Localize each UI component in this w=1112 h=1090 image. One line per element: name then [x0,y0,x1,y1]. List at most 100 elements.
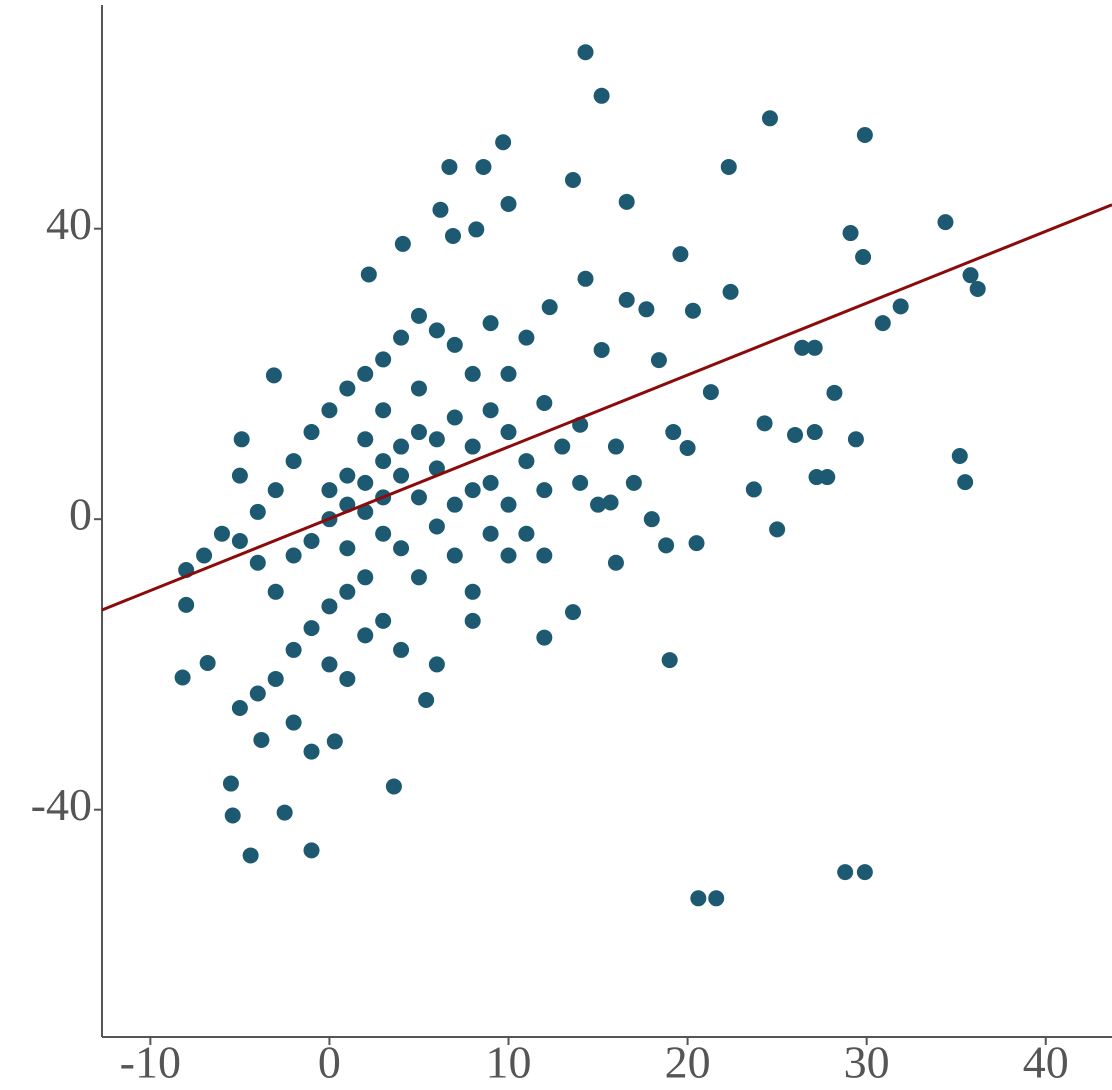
point [874,315,891,332]
x-tick-label: 0 [318,1037,341,1088]
point [410,307,427,324]
point [339,583,356,600]
point [357,627,374,644]
point [475,158,492,175]
point [937,214,954,231]
point [321,482,338,499]
point [482,525,499,542]
point [428,431,445,448]
point [794,339,811,356]
point [536,547,553,564]
point [708,890,725,907]
point [375,525,392,542]
point [464,482,481,499]
point [410,424,427,441]
point [690,890,707,907]
point [500,424,517,441]
point [577,270,594,287]
point [957,474,974,491]
point [375,453,392,470]
point [428,518,445,535]
point [722,283,739,300]
point [564,172,581,189]
point [385,778,402,795]
point [303,743,320,760]
y-tick-label: 40 [46,198,92,249]
point [441,158,458,175]
point [500,496,517,513]
point [393,467,410,484]
y-tick-label: 0 [69,489,92,540]
point [969,280,986,297]
point [842,225,859,242]
point [951,448,968,465]
point [607,554,624,571]
point [650,352,667,369]
point [684,302,701,319]
point [464,612,481,629]
point [285,453,302,470]
point [249,503,266,520]
point [303,532,320,549]
point [265,367,282,384]
point [855,249,872,266]
point [518,525,535,542]
point [638,301,655,318]
point [618,193,635,210]
y-tick-label: -40 [31,779,92,830]
point [607,438,624,455]
x-tick-label: 30 [844,1037,890,1088]
point [769,521,786,538]
point [303,842,320,859]
point [536,394,553,411]
point [224,807,241,824]
point [593,341,610,358]
point [231,700,248,717]
point [787,426,804,443]
point [464,365,481,382]
point [339,540,356,557]
point [339,380,356,397]
point [357,474,374,491]
point [590,496,607,513]
point [428,460,445,477]
point [174,669,191,686]
point [756,415,773,432]
point [837,864,854,881]
point [661,652,678,669]
point [375,402,392,419]
point [745,481,762,498]
point [213,525,230,542]
point [178,596,195,613]
point [393,438,410,455]
point [432,201,449,218]
point [446,409,463,426]
point [564,604,581,621]
point [267,670,284,687]
point [357,503,374,520]
point [856,126,873,143]
point [482,402,499,419]
point [418,692,435,709]
point [393,329,410,346]
point [572,474,589,491]
point [482,315,499,332]
point [360,266,377,283]
point [428,322,445,339]
point [303,424,320,441]
point [446,336,463,353]
point [806,339,823,356]
point [321,402,338,419]
point [375,612,392,629]
point [720,158,737,175]
point [482,474,499,491]
x-tick-label: -10 [120,1037,181,1088]
point [267,583,284,600]
point [321,656,338,673]
point [285,641,302,658]
x-tick-label: 20 [665,1037,711,1088]
point [249,685,266,702]
fit-line [101,203,1112,612]
